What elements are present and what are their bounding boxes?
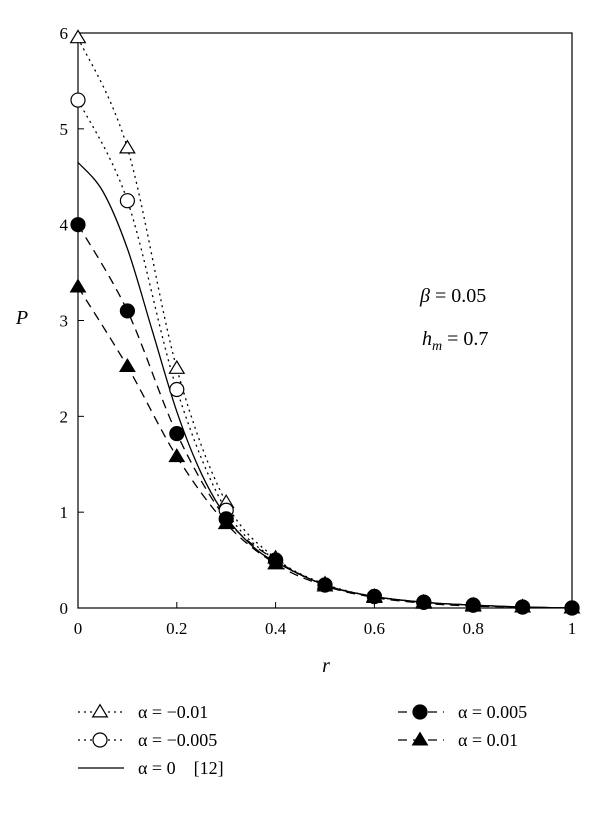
data-point-series-0 [118, 139, 136, 154]
legend-label-3: α = 0.005 [458, 702, 527, 722]
data-point-series-3 [119, 303, 136, 319]
annotation-beta: β = 0.05 [419, 285, 486, 307]
data-point-series-4 [217, 515, 235, 530]
legend-marker-4 [411, 731, 429, 746]
series-line-2 [77, 161, 573, 609]
data-point-series-3 [169, 425, 185, 442]
data-point-series-3 [70, 217, 86, 233]
data-point-series-1 [70, 92, 86, 108]
data-point-series-4 [464, 597, 482, 612]
legend: α = −0.01 α = −0.005 α = 0 [12] α = 0.005 α =… [78, 702, 527, 778]
y-tick-label: 5 [60, 120, 69, 139]
x-tick-label: 0.8 [463, 619, 484, 638]
annotation-hm: hm = 0.7 [422, 328, 488, 354]
legend-label-4: α = 0.01 [458, 730, 518, 750]
y-tick-label: 0 [60, 599, 69, 618]
series-line-4 [77, 286, 573, 609]
y-tick-label: 6 [60, 24, 69, 43]
data-point-series-4 [118, 357, 136, 372]
legend-ref-2: [12] [194, 758, 224, 778]
series-markers [69, 29, 581, 616]
data-point-series-4 [168, 448, 186, 463]
data-point-series-4 [514, 598, 532, 613]
series-line-1 [77, 99, 573, 609]
legend-marker-0 [91, 703, 109, 718]
legend-marker-1 [92, 732, 108, 748]
data-point-series-4 [365, 588, 383, 603]
axis-ticks: 0 0.2 0.4 0.6 0.8 1 0 1 2 3 4 5 6 [60, 24, 577, 638]
y-axis-label: P [15, 307, 28, 329]
data-point-series-4 [316, 577, 334, 592]
data-point-series-1 [169, 381, 185, 398]
y-tick-label: 2 [60, 407, 69, 426]
x-axis-label: r [322, 655, 330, 677]
data-point-series-1 [119, 193, 136, 209]
x-tick-label: 0 [74, 619, 83, 638]
series-lines [77, 37, 573, 609]
legend-label-2: α = 0 [12] [138, 758, 224, 778]
data-point-series-4 [267, 555, 285, 570]
legend-label-1: α = −0.005 [138, 730, 217, 750]
x-tick-label: 0.6 [364, 619, 385, 638]
x-tick-label: 0.2 [166, 619, 187, 638]
y-tick-label: 1 [60, 503, 69, 522]
legend-marker-3 [412, 704, 428, 720]
series-line-0 [77, 37, 573, 609]
data-point-series-4 [415, 594, 433, 609]
data-point-series-4 [563, 599, 581, 614]
y-tick-label: 4 [60, 216, 69, 235]
data-point-series-0 [69, 29, 87, 44]
y-tick-label: 3 [60, 312, 69, 331]
series-line-3 [77, 224, 573, 609]
data-point-series-0 [168, 359, 186, 374]
plot-area-frame [77, 32, 573, 609]
data-point-series-4 [69, 278, 87, 293]
legend-label-0: α = −0.01 [138, 702, 208, 722]
x-tick-label: 0.4 [265, 619, 287, 638]
x-tick-label: 1 [568, 619, 577, 638]
